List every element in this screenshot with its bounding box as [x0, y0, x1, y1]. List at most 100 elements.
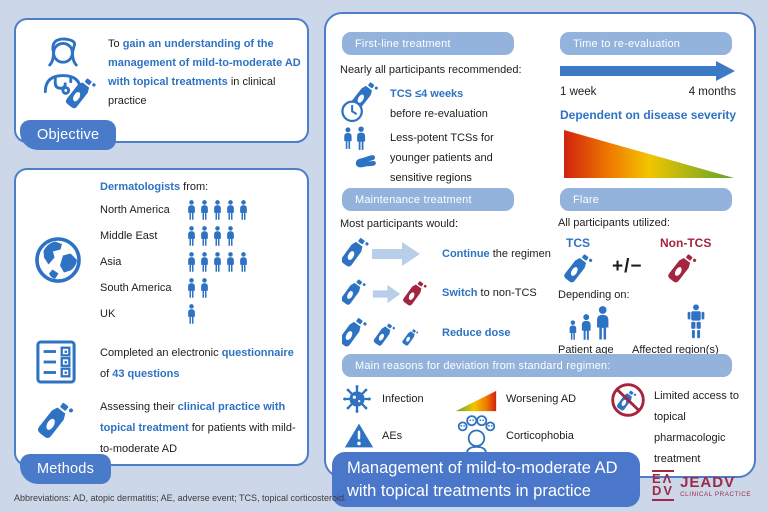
timeline-end-label: 4 months	[688, 86, 736, 98]
questionnaire-text: Completed an electronic questionnaire of…	[100, 347, 294, 380]
timeline-labels: 1 week 4 months	[560, 86, 736, 98]
title-line-1: Management of mild-to-moderate AD	[347, 458, 618, 477]
first-line-item-less-potent: Less-potent TCSs for younger patients an…	[390, 132, 494, 184]
logo-mark-bottom: DV	[652, 484, 675, 501]
tcs-label: TCS	[566, 236, 590, 250]
person-pictogram-icon	[227, 226, 234, 246]
jeadv-logo: EΛ DV JEADV CLINICAL PRACTICE	[652, 470, 751, 501]
affected-regions-label: Affected region(s)	[632, 344, 719, 356]
logo-name: JEADV	[680, 473, 736, 491]
maintenance-treatment-header: Maintenance treatment	[342, 188, 514, 211]
person-pictogram-icon	[188, 304, 195, 324]
person-pictogram-icon	[201, 278, 208, 298]
patient-age-group-icon	[569, 306, 609, 340]
region-name: South America	[100, 282, 172, 294]
region-row-uk: UK	[100, 302, 197, 326]
non-tcs-tube-icon	[666, 251, 697, 285]
timeline-arrow-icon	[560, 61, 735, 81]
region-name: Asia	[100, 256, 122, 268]
person-pictogram-icon	[188, 226, 195, 246]
person-pictogram-icon	[188, 278, 195, 298]
person-pictogram-icon	[240, 252, 247, 272]
flare-header: Flare	[560, 188, 732, 211]
assessing-text: Assessing their clinical practice with t…	[100, 401, 296, 455]
severity-note: Dependent on disease severity	[560, 108, 737, 122]
worsening-gradient-triangle	[455, 390, 497, 412]
region-name: Middle East	[100, 230, 158, 242]
children-and-hand-icon	[344, 126, 376, 168]
first-line-item-tcs: TCS ≤4 weeks before re-evaluation	[390, 84, 488, 124]
person-pictogram-icon	[188, 252, 195, 272]
maintenance-intro: Most participants would:	[340, 218, 458, 230]
before-reevaluation-text: before re-evaluation	[390, 108, 488, 120]
aes-label: AEs	[382, 430, 403, 442]
questionnaire-checklist-icon	[36, 340, 76, 384]
topical-tube-icon	[36, 399, 74, 441]
globe-icon	[35, 237, 81, 283]
reduce-dose-icon	[342, 316, 419, 349]
patient-age-label: Patient age	[558, 344, 614, 356]
warning-triangle-icon	[344, 423, 374, 448]
first-line-intro: Nearly all participants recommended:	[340, 64, 522, 76]
switch-non-tcs-text: Switch to non-TCS	[442, 287, 537, 299]
person-pictogram-icon	[201, 226, 208, 246]
title-banner: Management of mild-to-moderate AD with t…	[332, 452, 640, 507]
methods-box: Dermatologists from: North America Middl…	[14, 168, 309, 466]
infection-label: Infection	[382, 393, 424, 405]
virus-icon	[342, 384, 372, 414]
person-pictogram-icon	[214, 252, 221, 272]
region-row-south-america: South America	[100, 276, 210, 300]
methods-label: Methods	[20, 454, 112, 484]
timeline-start-label: 1 week	[560, 86, 597, 98]
region-row-north-america: North America	[100, 198, 249, 222]
person-pictogram-icon	[240, 200, 247, 220]
objective-text: To gain an understanding of the manageme…	[108, 38, 301, 107]
person-pictogram-icon	[201, 252, 208, 272]
corticophobia-icon	[457, 415, 496, 454]
abbreviations-footnote: Abbreviations: AD, atopic dermatitis; AE…	[14, 493, 347, 503]
switch-to-non-tcs-icon	[342, 277, 428, 308]
logo-subtitle: CLINICAL PRACTICE	[680, 490, 752, 498]
region-pictograms	[186, 252, 249, 272]
affected-regions-body-icon	[687, 304, 705, 339]
corticophobia-label: Corticophobia	[506, 430, 574, 442]
person-pictogram-icon	[188, 200, 195, 220]
continue-regimen-icon	[342, 236, 420, 269]
person-pictogram-icon	[201, 200, 208, 220]
logo-mark-top: EΛ	[652, 470, 675, 486]
region-name: North America	[100, 204, 170, 216]
worsening-ad-label: Worsening AD	[506, 393, 577, 405]
region-row-asia: Asia	[100, 250, 249, 274]
region-pictograms	[186, 278, 210, 298]
region-pictograms	[186, 304, 197, 324]
title-line-2: with topical treatments in practice	[347, 481, 591, 500]
limited-access-label: Limited access to topical pharmacologic …	[654, 390, 739, 465]
tube-and-clock-icon	[341, 80, 378, 123]
jeadv-logo-text: JEADV CLINICAL PRACTICE	[680, 474, 751, 498]
jeadv-logo-mark: EΛ DV	[652, 470, 675, 501]
dermatologists-heading: Dermatologists from:	[100, 181, 209, 193]
person-pictogram-icon	[214, 200, 221, 220]
person-pictogram-icon	[227, 200, 234, 220]
region-name: UK	[100, 308, 116, 320]
person-pictogram-icon	[227, 252, 234, 272]
person-pictogram-icon	[214, 226, 221, 246]
severity-gradient-triangle	[564, 130, 734, 178]
tcs-duration-text: TCS ≤4 weeks	[390, 88, 464, 100]
non-tcs-label: Non-TCS	[660, 236, 712, 250]
depending-on-label: Depending on:	[558, 289, 630, 301]
plus-minus-symbol: +/−	[612, 256, 643, 277]
continue-regimen-text: Continue the regimen	[442, 248, 551, 260]
region-row-middle-east: Middle East	[100, 224, 236, 248]
objective-label: Objective	[20, 120, 117, 150]
flare-intro: All participants utilized:	[558, 217, 670, 229]
tcs-tube-icon	[562, 251, 593, 285]
region-pictograms	[186, 226, 236, 246]
reduce-dose-text: Reduce dose	[442, 327, 511, 339]
time-to-reevaluation-header: Time to re-evaluation	[560, 32, 732, 55]
no-topical-access-icon	[611, 383, 645, 417]
region-pictograms	[186, 200, 249, 220]
results-box: First-line treatment Nearly all particip…	[324, 12, 756, 478]
deviation-header: Main reasons for deviation from standard…	[342, 354, 732, 377]
